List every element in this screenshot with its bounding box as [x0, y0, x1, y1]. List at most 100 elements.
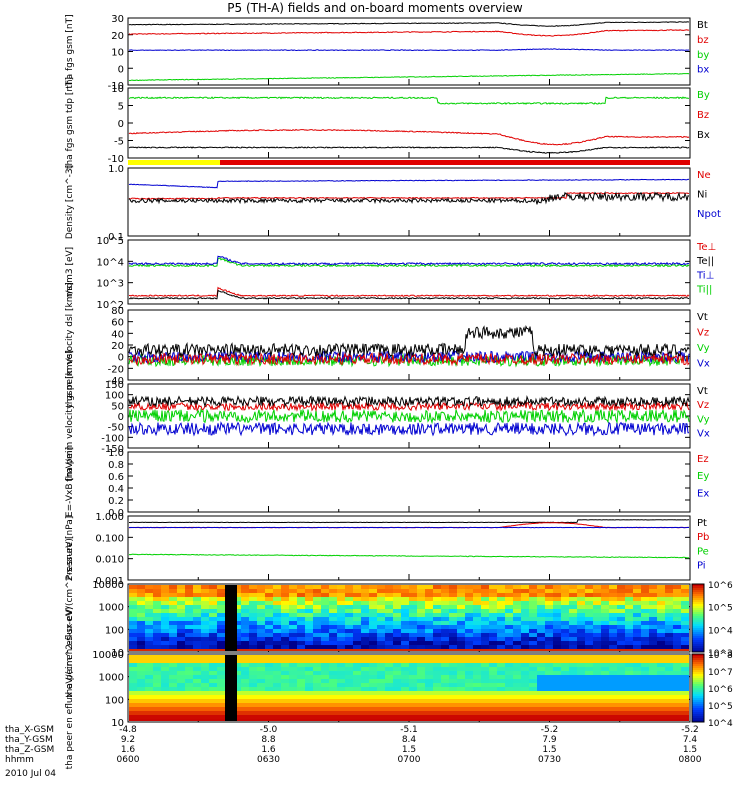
spectrogram-cell — [649, 675, 657, 679]
spectrogram-cell — [153, 663, 161, 667]
spectrogram-cell — [489, 645, 497, 649]
spectrogram-cell — [537, 655, 545, 659]
spectrogram-cell — [241, 671, 249, 675]
spectrogram-cell — [345, 601, 353, 605]
spectrogram-cell — [449, 641, 457, 645]
spectrogram-cell — [337, 687, 345, 691]
spectrogram-cell — [401, 695, 409, 699]
spectrogram-cell — [161, 593, 169, 597]
colorbar-cell — [692, 676, 704, 678]
spectrogram-cell — [433, 613, 441, 617]
spectrogram-cell — [177, 605, 185, 609]
spectrogram-cell — [377, 663, 385, 667]
spectrogram-cell — [489, 641, 497, 645]
spectrogram-cell — [545, 663, 553, 667]
spectrogram-cell — [657, 649, 665, 651]
spectrogram-cell — [201, 671, 209, 675]
spectrogram-cell — [305, 585, 313, 589]
spectrogram-cell — [185, 679, 193, 683]
spectrogram-cell — [129, 675, 137, 679]
spectrogram-cell — [377, 589, 385, 593]
spectrogram-cell — [353, 671, 361, 675]
spectrogram-cell — [625, 715, 633, 719]
colorbar-label: 10^6 — [708, 581, 733, 591]
spectrogram-cell — [481, 675, 489, 679]
spectrogram-cell — [161, 641, 169, 645]
colorbar-cell — [692, 642, 704, 644]
panel-frame — [127, 167, 691, 237]
spectrogram-cell — [649, 695, 657, 699]
spectrogram-cell — [193, 645, 201, 649]
spectrogram-cell — [577, 695, 585, 699]
spectrogram-cell — [337, 637, 345, 641]
spectrogram-cell — [569, 707, 577, 711]
spectrogram-cell — [609, 641, 617, 645]
spectrogram-cell — [625, 617, 633, 621]
spectrogram-cell — [337, 699, 345, 703]
spectrogram-cell — [641, 715, 649, 719]
colorbar-cell — [692, 628, 704, 630]
colorbar-label: 10^6 — [708, 685, 733, 695]
spectrogram-cell — [513, 637, 521, 641]
spectrogram-cell — [585, 621, 593, 625]
spectrogram-cell — [537, 597, 545, 601]
spectrogram-cell — [185, 715, 193, 719]
spectrogram-cell — [481, 655, 489, 659]
spectrogram-cell — [305, 617, 313, 621]
spectrogram-cell — [569, 617, 577, 621]
spectrogram-cell — [409, 719, 417, 721]
spectrogram-cell — [249, 645, 257, 649]
spectrogram-cell — [681, 645, 689, 649]
spectrogram-cell — [401, 655, 409, 659]
spectrogram-cell — [209, 691, 217, 695]
spectrogram-cell — [449, 667, 457, 671]
spectrogram-cell — [209, 593, 217, 597]
spectrogram-cell — [625, 585, 633, 589]
spectrogram-cell — [369, 719, 377, 721]
spectrogram-cell — [417, 715, 425, 719]
spectrogram-cell — [241, 659, 249, 663]
colorbar-cell — [692, 588, 704, 590]
spectrogram-cell — [625, 637, 633, 641]
spectrogram-cell — [465, 597, 473, 601]
spectrogram-cell — [217, 655, 225, 659]
ytick-label: 40 — [111, 329, 124, 340]
status-bar-red — [220, 160, 690, 165]
spectrogram-cell — [169, 707, 177, 711]
spectrogram-cell — [649, 641, 657, 645]
spectrogram-cell — [465, 687, 473, 691]
ytick-label: 20 — [111, 341, 124, 352]
spectrogram-cell — [265, 629, 273, 633]
spectrogram-cell — [377, 695, 385, 699]
spectrogram-cell — [561, 683, 569, 687]
spectrogram-cell — [377, 719, 385, 721]
spectrogram-cell — [265, 637, 273, 641]
spectrogram-cell — [489, 719, 497, 721]
spectrogram-cell — [497, 637, 505, 641]
spectrogram-cell — [617, 613, 625, 617]
spectrogram-cell — [513, 589, 521, 593]
spectrogram-cell — [681, 617, 689, 621]
spectrogram-cell — [561, 671, 569, 675]
spectrogram-cell — [129, 649, 137, 651]
spectrogram-cell — [129, 601, 137, 605]
spectrogram-cell — [241, 585, 249, 589]
spectrogram-cell — [569, 703, 577, 707]
spectrogram-cell — [505, 585, 513, 589]
spectrogram-cell — [473, 641, 481, 645]
spectrogram-cell — [241, 613, 249, 617]
spectrogram-cell — [521, 585, 529, 589]
spectrogram-cell — [569, 715, 577, 719]
spectrogram-cell — [609, 655, 617, 659]
spectrogram-cell — [537, 649, 545, 651]
spectrogram-cell — [505, 621, 513, 625]
spectrogram-cell — [273, 593, 281, 597]
spectrogram-cell — [585, 585, 593, 589]
spectrogram-cell — [289, 699, 297, 703]
spectrogram-cell — [489, 605, 497, 609]
spectrogram-cell — [257, 691, 265, 695]
spectrogram-cell — [529, 641, 537, 645]
spectrogram-cell — [313, 629, 321, 633]
spectrogram-cell — [433, 593, 441, 597]
spectrogram-cell — [473, 695, 481, 699]
